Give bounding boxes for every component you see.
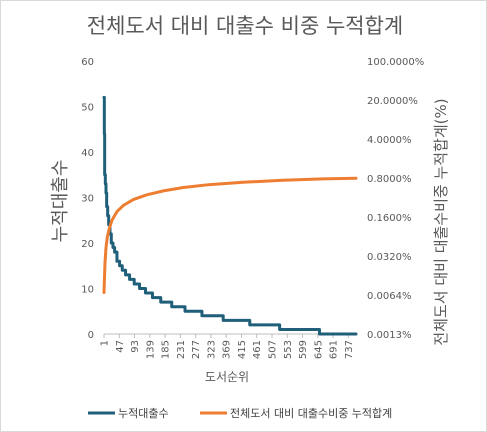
x-tick-label: 461 (252, 340, 263, 359)
right-tick-label: 0.0013% (367, 330, 412, 341)
legend-label-cumulative-share: 전체도서 대비 대출수비중 누적합계 (230, 407, 392, 420)
left-tick-label: 40 (81, 148, 94, 159)
x-tick-label: 369 (222, 340, 233, 359)
right-tick-label: 0.1600% (367, 213, 412, 224)
x-tick-label: 323 (206, 340, 217, 359)
series-line-cumulative-share (102, 176, 358, 294)
right-axis-ticks: 0.0013% 0.0064% 0.0320% 0.1600% 0.8000% 4.000… (367, 57, 424, 341)
left-tick-label: 50 (81, 103, 94, 114)
x-tick-label: 277 (191, 340, 202, 359)
x-tick-label: 553 (283, 340, 294, 359)
left-axis-title: 누적대출수 (50, 160, 71, 243)
right-axis-title: 전체도서 대비 대출수비중 누적합계(%) (432, 98, 450, 345)
left-tick-label: 10 (81, 285, 94, 296)
x-tick-label: 93 (130, 340, 141, 353)
right-tick-label: 4.0000% (367, 135, 412, 146)
x-tick-label: 737 (344, 340, 355, 359)
left-axis-ticks: 0 10 20 30 40 50 60 (81, 57, 94, 341)
series-layer (102, 95, 358, 336)
chart-title: 전체도서 대비 대출수 비중 누적합계 (87, 14, 404, 38)
right-tick-label: 0.0320% (367, 252, 412, 263)
x-tick-label: 185 (161, 340, 172, 359)
x-tick-label: 645 (313, 340, 324, 359)
right-tick-label: 0.0064% (367, 291, 412, 302)
right-tick-label: 20.0000% (367, 96, 418, 107)
legend-label-cumulative-loans: 누적대출수 (118, 407, 169, 420)
series-line-cumulative-loans (102, 95, 358, 336)
x-axis-ticks: 1 47 93 139 185 231 277 323 369 415 461 507 553 599 64… (100, 334, 355, 359)
right-tick-label: 100.0000% (367, 57, 424, 68)
x-tick-label: 1 (100, 340, 111, 346)
x-tick-label: 691 (329, 340, 340, 359)
x-tick-label: 231 (176, 340, 187, 359)
left-tick-label: 60 (81, 57, 94, 68)
x-tick-label: 47 (115, 340, 126, 353)
x-tick-label: 599 (298, 340, 309, 359)
x-tick-label: 507 (268, 340, 279, 359)
right-tick-label: 0.8000% (367, 174, 412, 185)
legend: 누적대출수 전체도서 대비 대출수비중 누적합계 (88, 407, 392, 420)
left-tick-label: 20 (81, 239, 94, 250)
x-tick-label: 415 (237, 340, 248, 359)
x-axis-title: 도서순위 (205, 370, 249, 384)
left-tick-label: 30 (81, 194, 94, 205)
x-tick-label: 139 (145, 340, 156, 359)
left-tick-label: 0 (88, 330, 94, 341)
